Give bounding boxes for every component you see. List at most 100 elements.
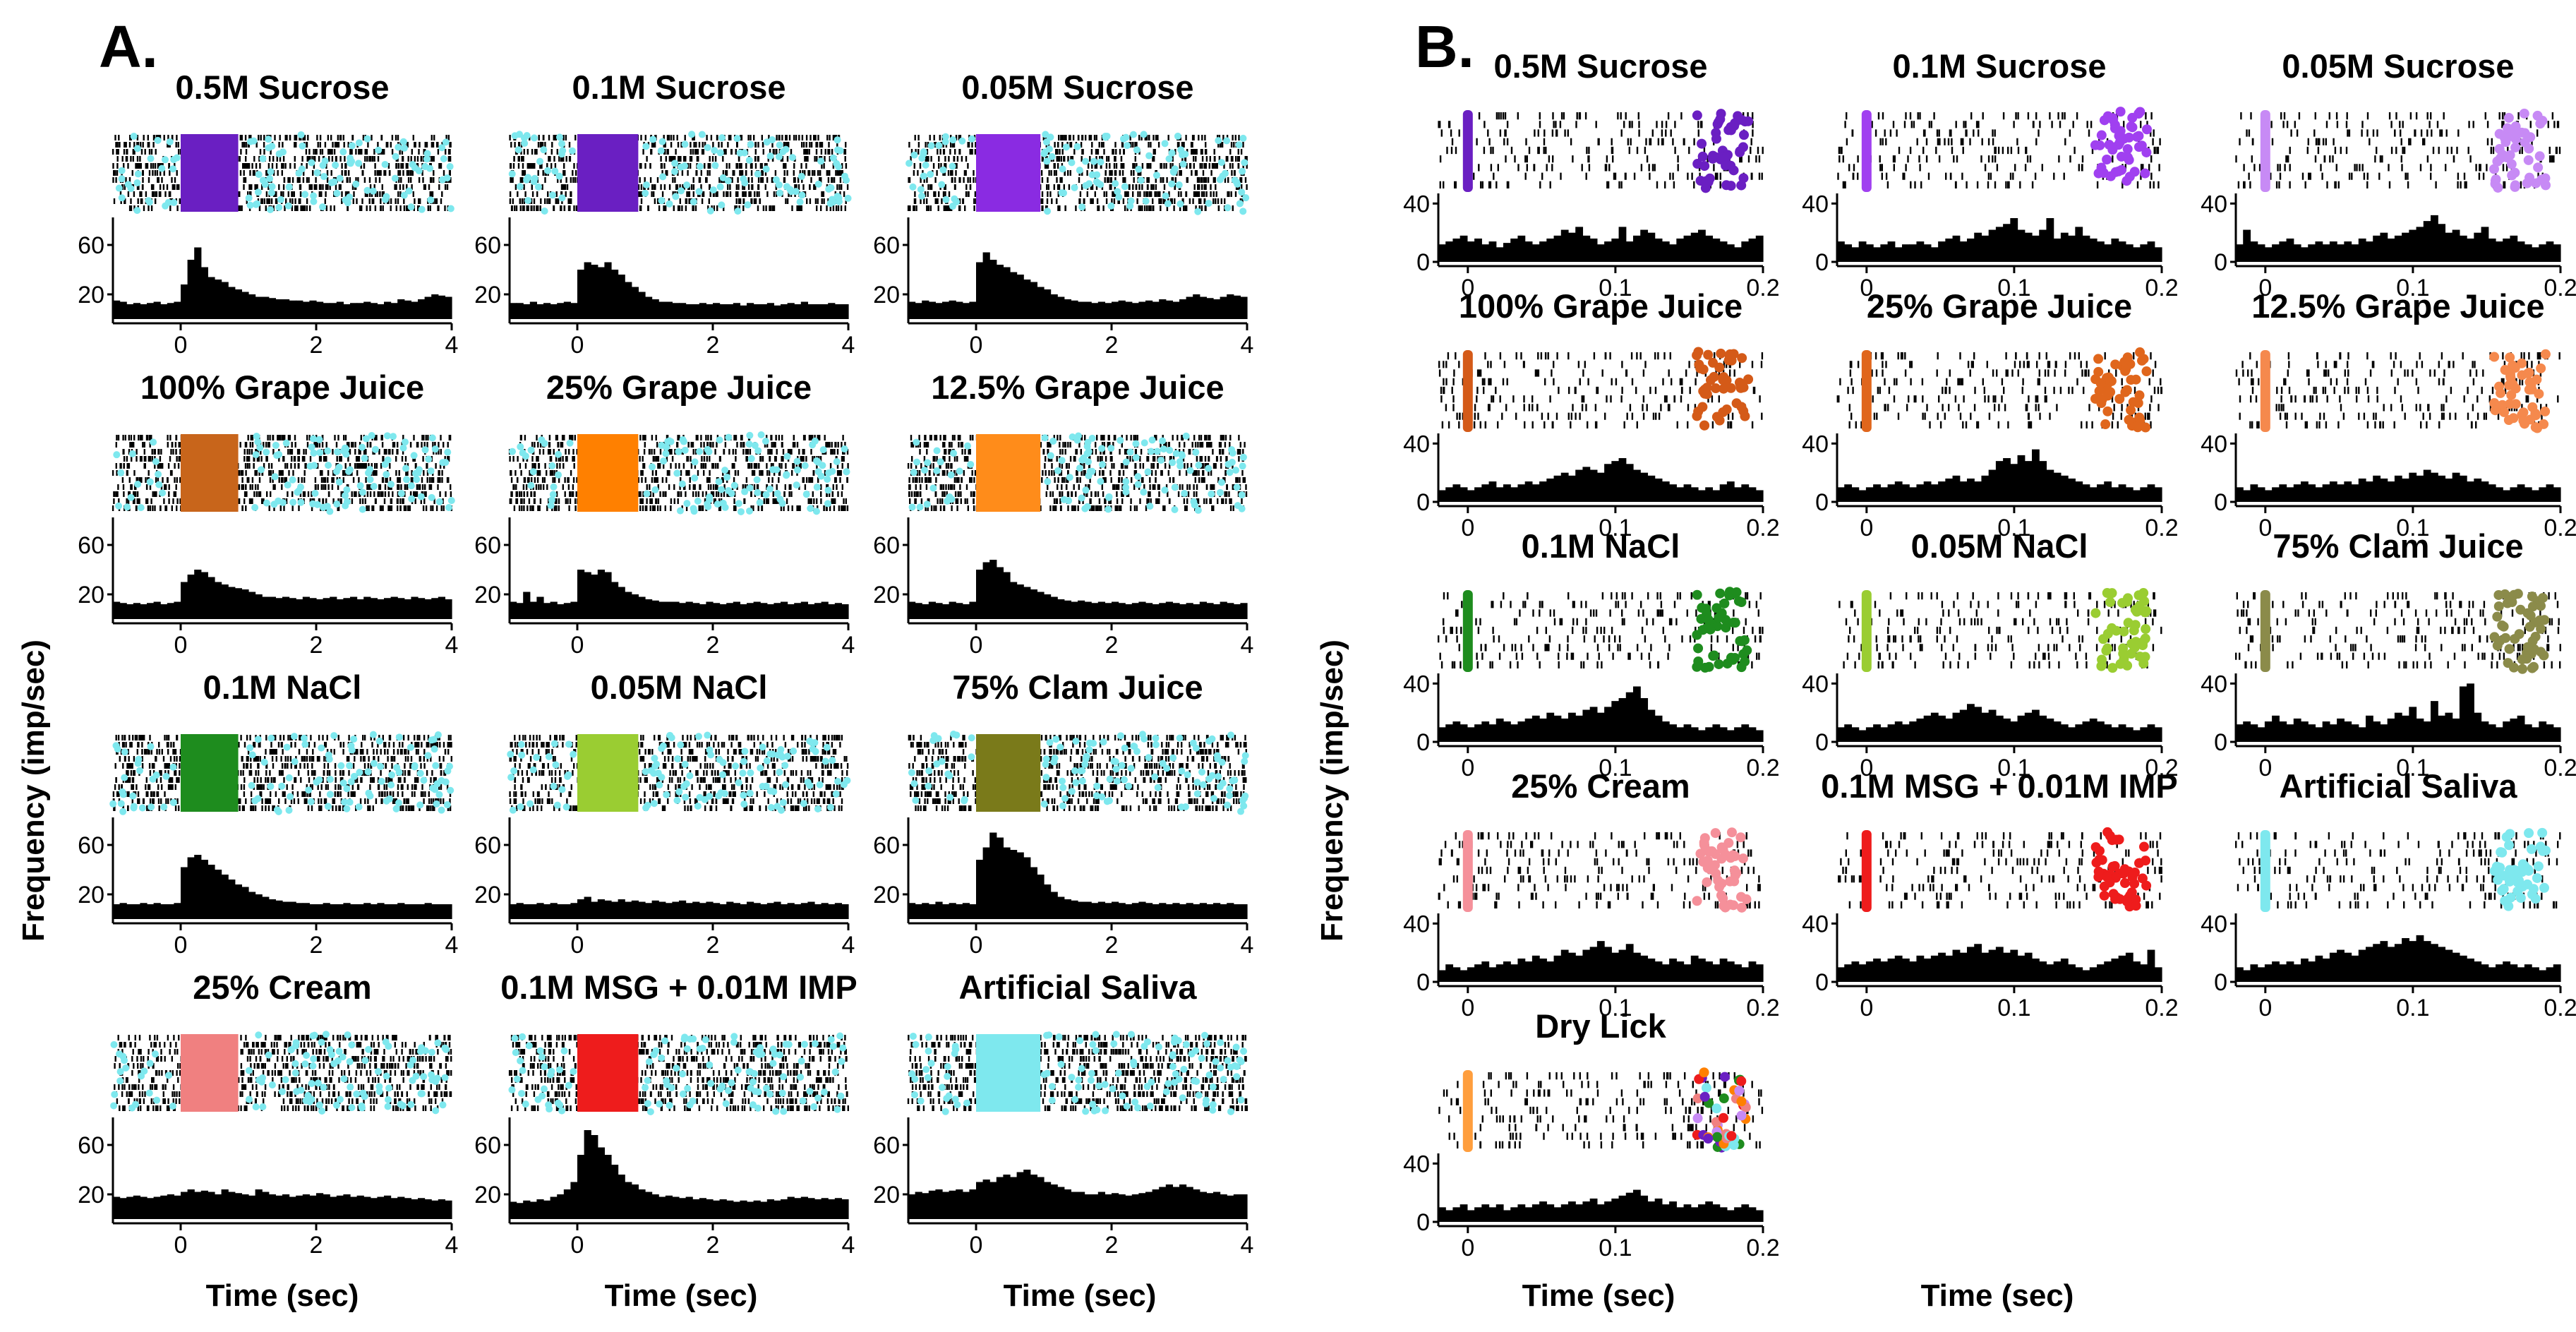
panel-a-plot-4-bar xyxy=(241,589,249,619)
panel-b-plot-9-bar xyxy=(2431,701,2438,742)
panel-a-plot-9-lick-marker xyxy=(1184,771,1191,779)
panel-a-plot-6-lick-marker xyxy=(1074,432,1082,440)
panel-a-plot-11-lick-marker xyxy=(810,1103,818,1110)
panel-b-plot-3-bar xyxy=(2452,229,2460,262)
panel-a-plot-5-lick-marker xyxy=(508,448,516,455)
panel-a-plot-1-lick-marker xyxy=(133,145,141,152)
panel-a-plot-4-lick-marker xyxy=(263,499,270,507)
panel-b-plot-5-bar xyxy=(2075,481,2083,502)
panel-a-plot-6-lick-marker xyxy=(1153,448,1161,455)
panel-a-plot-5-bar xyxy=(638,596,646,619)
panel-b-plot-8-next-lick-marker xyxy=(2119,626,2129,637)
panel-a-plot-12-lick-marker xyxy=(1043,1031,1051,1039)
panel-b-plot-2-bar xyxy=(2068,235,2076,262)
panel-b-plot-8-bar xyxy=(1959,709,1968,742)
panel-b-plot-3-bar xyxy=(2351,244,2359,262)
panel-b-plot-9-title: 75% Clam Juice xyxy=(2273,527,2523,565)
panel-a-plot-7-lick-marker xyxy=(267,783,275,791)
panel-a-plot-8-lick-marker xyxy=(735,779,742,786)
panel-b-plot-10-bar xyxy=(1748,961,1757,982)
panel-b-plot-7-next-lick-marker xyxy=(1728,654,1738,665)
panel-a-plot-1-lick-marker xyxy=(418,205,426,213)
panel-a-plot-6-lick-marker xyxy=(1105,493,1113,500)
panel-a-plot-12-lick-marker xyxy=(1179,1094,1186,1102)
panel-a-plot-8-bar xyxy=(733,903,740,919)
panel-a-plot-9-lick-marker xyxy=(1118,762,1126,769)
panel-a-plot-12-bar xyxy=(956,1189,963,1219)
panel-b-plot-8-next-lick-marker xyxy=(2141,624,2151,635)
panel-a-plot-1-bar xyxy=(350,303,358,319)
panel-a-plot-10-bar xyxy=(397,1196,405,1219)
panel-a-plot-11-bar xyxy=(740,1200,747,1219)
panel-a-plot-12-lick-marker xyxy=(1092,1047,1100,1055)
panel-b-plot-1-bar xyxy=(1589,238,1598,262)
panel-a-plot-5-bar xyxy=(828,604,836,619)
panel-b-plot-4-next-lick-marker xyxy=(1692,411,1702,421)
panel-a-plot-2-y-tick-label: 20 xyxy=(474,282,501,308)
panel-b-plot-2-histogram xyxy=(1837,218,2162,262)
panel-b-plot-5-next-lick-marker xyxy=(2102,406,2113,416)
panel-a-plot-12-raster-trial xyxy=(909,1056,1247,1062)
panel-a-plot-5-bar xyxy=(557,604,565,619)
panel-b-plot-3-next-lick-marker xyxy=(2510,142,2521,152)
panel-a-plot-8-lick-marker xyxy=(562,803,570,811)
panel-a-plot-2-lick-marker xyxy=(521,140,529,148)
panel-b-plot-11-bar xyxy=(1916,955,1925,982)
panel-a-plot-11-y-tick-label: 20 xyxy=(474,1182,501,1208)
panel-b-plot-5-bar xyxy=(1873,484,1881,502)
panel-b-plot-10-next-lick-marker xyxy=(1726,827,1737,838)
panel-a-plot-4-bar xyxy=(350,596,358,619)
panel-b-plot-4-bar xyxy=(1633,469,1641,502)
panel-a-plot-1-lick-marker xyxy=(133,179,141,186)
panel-b-plot-3-bar xyxy=(2272,244,2280,262)
panel-a-plot-7-bar xyxy=(248,892,256,919)
panel-a-plot-9-lick-marker xyxy=(1078,767,1086,774)
panel-a-plot-12-lick-marker xyxy=(1123,1103,1131,1110)
panel-b-plot-11-bar xyxy=(2097,964,2105,982)
panel-a-plot-9-bar xyxy=(1172,903,1180,919)
panel-a-plot-8-raster-trial xyxy=(514,763,849,769)
panel-a-plot-6-lick-marker xyxy=(1147,448,1155,455)
panel-a-plot-4-lick-marker xyxy=(333,500,341,508)
panel-b-plot-7-bar xyxy=(1467,727,1475,742)
panel-a-plot-1-lick-marker xyxy=(421,163,429,171)
panel-a-plot-4-lick-marker xyxy=(335,478,343,486)
panel-a-plot-6-lick-marker xyxy=(1191,501,1198,509)
panel-a-plot-10-lick-marker xyxy=(255,1031,263,1039)
panel-a-plot-1-bar xyxy=(316,301,324,319)
panel-b-plot-12-bar xyxy=(2380,941,2388,982)
panel-a-plot-8-lick-marker xyxy=(717,789,725,797)
panel-a-plot-4-lick-marker xyxy=(127,493,135,501)
panel-b-plot-13-bar xyxy=(1712,1204,1721,1222)
panel-a-plot-2-lick-marker xyxy=(776,141,783,149)
panel-a-plot-4-lick-marker xyxy=(253,433,260,440)
panel-a-plot-2-lick-marker xyxy=(559,147,567,155)
panel-b-plot-9-bar xyxy=(2445,712,2453,742)
panel-a-plot-1-bar xyxy=(133,303,140,319)
panel-a-plot-2-lick-marker xyxy=(536,157,544,165)
panel-a-plot-8-lick-marker xyxy=(741,748,749,755)
panel-a-plot-11-lick-marker xyxy=(702,1036,709,1043)
panel-a-plot-10-bar xyxy=(160,1195,168,1219)
panel-a-plot-10-lick-marker xyxy=(153,1096,161,1104)
panel-b-plot-9-bar xyxy=(2510,718,2518,742)
panel-a-plot-3-bar xyxy=(1240,296,1248,319)
panel-a-plot-10-lick-marker xyxy=(412,1072,420,1080)
panel-a-plot-4-lick-marker xyxy=(282,439,290,447)
panel-a-plot-4-bar xyxy=(200,572,208,619)
panel-b-plot-12-x-tick-label: 0.2 xyxy=(2544,995,2576,1021)
panel-a-plot-7-lick-marker xyxy=(285,774,293,781)
panel-a-plot-3-bar xyxy=(1037,287,1045,319)
panel-a-plot-11-bar xyxy=(747,1201,754,1219)
panel-a-plot-5-x-tick-label: 2 xyxy=(706,632,720,659)
panel-b-plot-11-bar xyxy=(1909,961,1918,982)
panel-a-plot-9-lick-marker xyxy=(1113,777,1121,785)
panel-b-plot-4-x-tick-label: 0.2 xyxy=(1746,515,1779,541)
panel-b-plot-6-raster-trial xyxy=(2241,361,2540,368)
panel-b-plot-11-bar xyxy=(2140,964,2148,982)
panel-a-plot-7-lick-marker xyxy=(356,769,363,776)
panel-a-plot-2-lick-marker xyxy=(733,135,741,143)
panel-a-plot-3-raster-trial xyxy=(908,177,1247,183)
panel-a-plot-12-lick-marker xyxy=(1220,1076,1227,1084)
